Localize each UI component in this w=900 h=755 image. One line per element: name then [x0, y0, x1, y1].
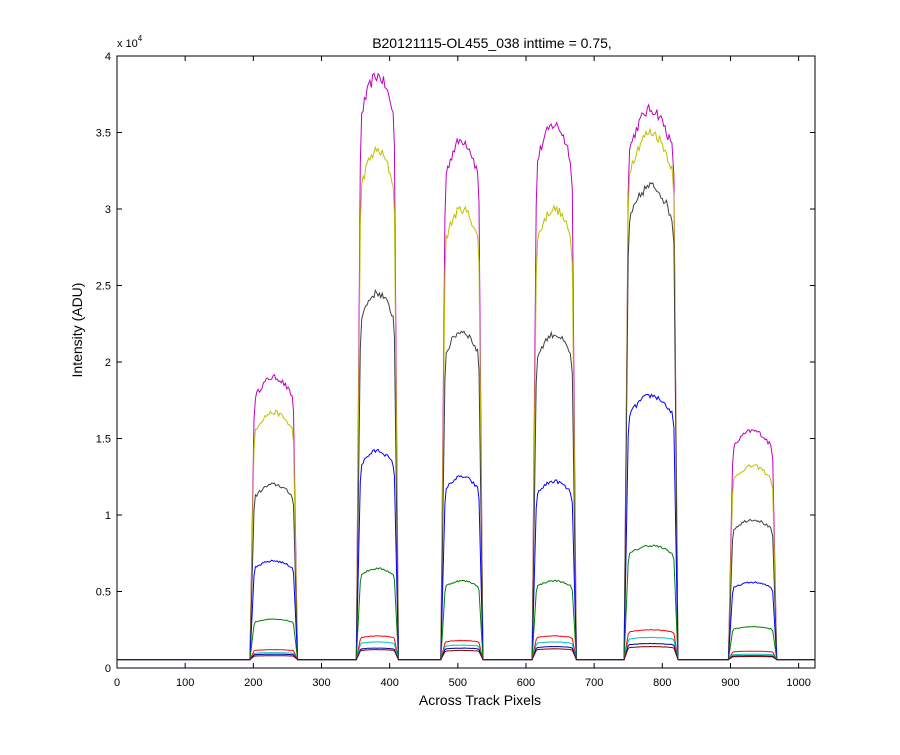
y-tick-label: 4 — [105, 51, 111, 63]
y-tick-label: 2.5 — [96, 281, 111, 293]
series-line — [117, 72, 815, 661]
x-axis-label: Across Track Pixels — [419, 692, 541, 708]
series-line — [117, 393, 815, 661]
x-tick-label: 900 — [721, 677, 739, 689]
chart-title: B20121115-OL455_038 inttime = 0.75, — [372, 35, 612, 51]
x-tick-label: 1000 — [786, 677, 810, 689]
x-tick-label: 800 — [653, 677, 671, 689]
x-tick-label: 700 — [585, 677, 603, 689]
x-axis: 0 100 200 300 400 500 600 700 800 900 1000 — [114, 56, 811, 689]
y-tick-label: 3.5 — [96, 128, 111, 140]
x-tick-label: 600 — [517, 677, 535, 689]
x-tick-label: 200 — [244, 677, 262, 689]
x-tick-label: 300 — [312, 677, 330, 689]
y-tick-label: 0.5 — [96, 587, 111, 599]
y-tick-label: 3 — [105, 204, 111, 216]
plot-frame — [116, 55, 816, 669]
x-tick-label: 500 — [449, 677, 467, 689]
series-line — [117, 629, 815, 661]
x-tick-label: 0 — [114, 677, 120, 689]
series-line — [117, 636, 815, 661]
y-axis-exponent: x 104 — [117, 34, 143, 50]
x-tick-label: 400 — [380, 677, 398, 689]
y-tick-label: 1.5 — [96, 434, 111, 446]
y-tick-label: 1 — [105, 510, 111, 522]
y-tick-label: 2 — [105, 357, 111, 369]
x-tick-label: 100 — [176, 677, 194, 689]
series-line — [117, 127, 815, 661]
y-tick-label: 0 — [105, 663, 111, 675]
y-exponent-power: 4 — [138, 34, 143, 43]
y-axis-label: Intensity (ADU) — [69, 283, 85, 378]
series-line — [117, 642, 815, 661]
series-layer — [117, 72, 815, 661]
y-exponent-base: x 10 — [117, 38, 138, 50]
y-axis: 0 0.5 1 1.5 2 2.5 3 3.5 4 — [96, 51, 815, 675]
series-line — [117, 645, 815, 661]
series-line — [117, 544, 815, 661]
series-line — [117, 181, 815, 661]
